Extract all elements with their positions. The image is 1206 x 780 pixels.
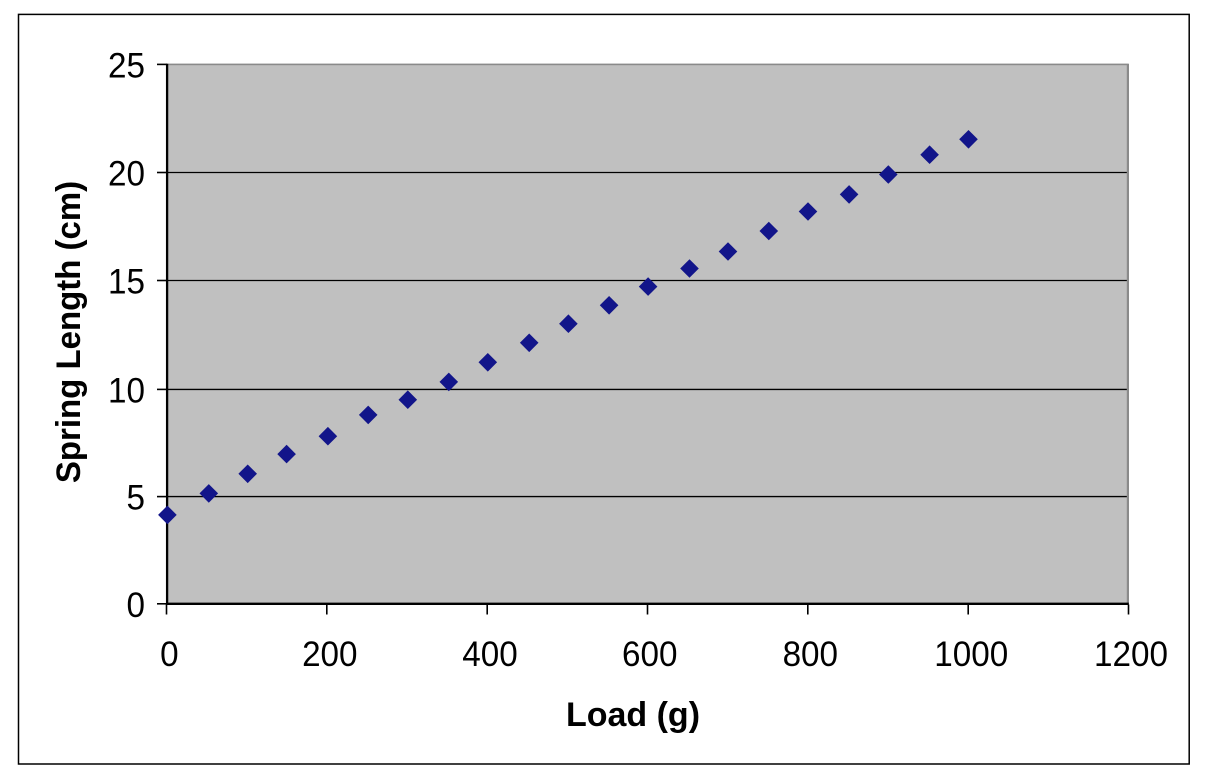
svg-text:1200: 1200 [1094, 635, 1168, 674]
svg-text:800: 800 [783, 635, 838, 674]
svg-text:10: 10 [108, 372, 145, 411]
svg-text:200: 200 [302, 635, 357, 674]
svg-text:5: 5 [127, 479, 145, 518]
svg-text:15: 15 [108, 263, 145, 302]
svg-text:0: 0 [127, 586, 145, 625]
svg-text:0: 0 [160, 635, 178, 674]
svg-text:1000: 1000 [934, 635, 1008, 674]
svg-text:25: 25 [108, 47, 145, 86]
svg-text:20: 20 [108, 155, 145, 194]
svg-text:600: 600 [622, 635, 677, 674]
svg-text:Load (g): Load (g) [566, 696, 700, 734]
svg-text:400: 400 [462, 635, 517, 674]
svg-text:Spring Length (cm): Spring Length (cm) [51, 181, 89, 483]
